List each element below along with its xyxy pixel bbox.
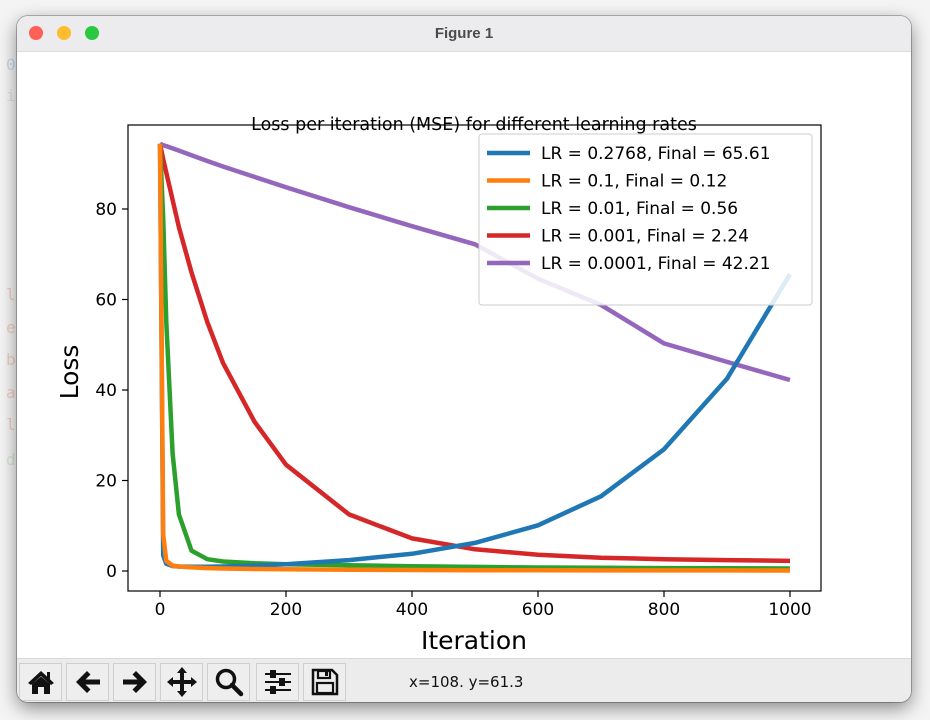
pan-button[interactable] (160, 663, 203, 701)
axes: 0 200 400 600 800 1000 0 20 40 60 80 (95, 124, 822, 620)
legend-entry: LR = 0.0001, Final = 42.21 (541, 254, 771, 274)
maximize-button[interactable] (85, 26, 99, 40)
navigation-toolbar: x=108. y=61.3 (17, 658, 911, 702)
cursor-coordinates: x=108. y=61.3 (409, 673, 524, 691)
background-terminal-text: 0 (6, 55, 16, 74)
series-line (157, 143, 791, 564)
y-axis-label: Loss (55, 345, 84, 400)
line-chart[interactable]: Loss per iteration (MSE) for different l… (17, 52, 911, 658)
legend-entry: LR = 0.2768, Final = 65.61 (541, 144, 771, 164)
back-button[interactable] (66, 663, 109, 701)
background-terminal-text: l (6, 285, 16, 304)
sliders-icon (264, 670, 291, 694)
x-axis-label: Iteration (421, 626, 527, 655)
figure-window: Figure 1 Loss per iteration (MSE) for di… (17, 16, 911, 702)
legend-entry: LR = 0.01, Final = 0.56 (541, 199, 738, 219)
window-title: Figure 1 (434, 25, 494, 42)
background-terminal-text: e (6, 318, 16, 337)
x-tick-label: 800 (648, 600, 680, 620)
figure-canvas[interactable]: Loss per iteration (MSE) for different l… (17, 52, 911, 658)
magnifier-icon (215, 668, 243, 697)
home-button[interactable] (19, 663, 62, 701)
y-tick-label: 20 (95, 472, 117, 492)
background-terminal-text: b (6, 350, 16, 369)
y-tick-label: 80 (95, 200, 117, 220)
arrow-right-icon (122, 671, 147, 693)
save-button[interactable] (303, 663, 346, 701)
background-terminal-text: a (6, 383, 16, 402)
x-tick-label: 400 (396, 600, 428, 620)
home-icon (27, 671, 54, 694)
background-terminal-text: d (6, 450, 16, 469)
plot-area (157, 141, 792, 573)
chart-legend: LR = 0.2768, Final = 65.61 LR = 0.1, Fina… (478, 133, 813, 306)
move-icon (166, 667, 197, 697)
x-tick-label: 0 (155, 600, 166, 620)
title-bar[interactable]: Figure 1 (17, 16, 911, 52)
minimize-button[interactable] (57, 26, 71, 40)
arrow-left-icon (75, 671, 100, 693)
legend-entry: LR = 0.1, Final = 0.12 (541, 172, 727, 192)
y-tick-label: 60 (95, 291, 117, 311)
series-line (157, 143, 791, 573)
floppy-disk-icon (311, 668, 338, 696)
close-button[interactable] (29, 26, 43, 40)
series-line (159, 141, 791, 383)
y-tick-label: 40 (95, 381, 117, 401)
forward-button[interactable] (113, 663, 156, 701)
x-tick-label: 200 (270, 600, 302, 620)
x-tick-label: 1000 (768, 600, 811, 620)
axes-frame (127, 124, 822, 592)
configure-subplots-button[interactable] (256, 663, 299, 701)
background-terminal-text: i (6, 86, 16, 105)
zoom-button[interactable] (207, 663, 250, 701)
y-tick-label: 0 (106, 562, 117, 582)
x-tick-label: 600 (522, 600, 554, 620)
legend-entry: LR = 0.001, Final = 2.24 (541, 227, 749, 247)
legend-box (478, 133, 813, 306)
background-terminal-text: l (6, 415, 16, 434)
